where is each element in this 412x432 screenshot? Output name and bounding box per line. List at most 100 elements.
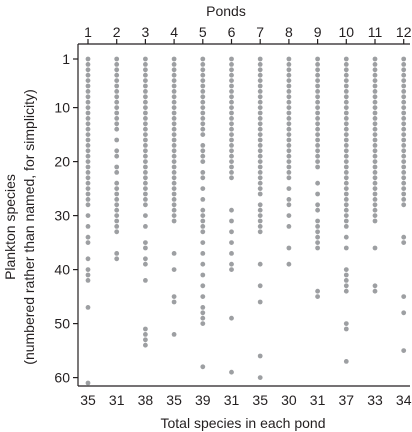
dot-pond-11-species-7	[372, 89, 378, 94]
pond-total-4: 35	[166, 392, 182, 408]
dot-pond-8-species-32	[286, 224, 292, 229]
dot-pond-7-species-39	[257, 261, 263, 267]
y-tick-label-40: 40	[54, 262, 70, 278]
dot-pond-4-species-16	[171, 137, 177, 143]
dot-pond-5-species-58	[200, 364, 206, 370]
dot-pond-8-species-17	[286, 143, 292, 148]
dot-pond-7-species-20	[257, 159, 263, 165]
dot-pond-1-species-42	[85, 278, 91, 283]
dot-pond-10-species-3	[343, 67, 349, 73]
dot-pond-3-species-7	[143, 89, 148, 94]
pond-total-7: 35	[252, 392, 268, 408]
dot-pond-8-species-10	[286, 105, 292, 110]
dot-pond-3-species-3	[143, 67, 148, 73]
dot-pond-10-species-19	[343, 153, 349, 159]
dot-pond-12-species-21	[401, 164, 407, 170]
dot-pond-7-species-4	[257, 72, 263, 78]
dot-pond-10-species-27	[343, 197, 349, 202]
dot-pond-1-species-3	[85, 67, 91, 73]
dot-pond-10-species-50	[343, 321, 349, 326]
dot-pond-4-species-12	[171, 116, 177, 121]
pond-label-5: 5	[199, 24, 207, 40]
dot-pond-11-species-12	[372, 116, 378, 121]
dot-pond-3-species-30	[143, 213, 148, 219]
y-axis-label: Plankton species (numbered rather than n…	[2, 89, 37, 364]
dot-pond-3-species-28	[143, 202, 148, 208]
dot-pond-4-species-7	[171, 89, 177, 94]
dot-pond-10-species-14	[343, 126, 349, 132]
dot-pond-5-species-45	[200, 294, 206, 299]
dot-pond-2-species-12	[114, 116, 120, 121]
dot-pond-3-species-10	[143, 105, 148, 110]
dot-pond-8-species-2	[286, 62, 292, 67]
dot-pond-2-species-37	[114, 251, 120, 256]
dot-pond-7-species-17	[257, 143, 263, 148]
pond-label-12: 12	[396, 24, 412, 40]
dot-pond-2-species-27	[114, 197, 120, 202]
dot-pond-10-species-51	[343, 326, 349, 332]
dot-pond-2-species-16	[114, 137, 120, 143]
dot-pond-4-species-29	[171, 207, 177, 213]
dot-pond-1-species-12	[85, 116, 91, 121]
dot-pond-3-species-1	[143, 56, 148, 62]
dot-pond-9-species-26	[315, 191, 320, 197]
dot-pond-7-species-32	[257, 224, 263, 229]
dot-pond-10-species-7	[343, 89, 349, 94]
dot-pond-6-species-21	[229, 164, 234, 170]
dot-pond-11-species-4	[372, 72, 378, 78]
dot-pond-12-species-14	[401, 126, 407, 132]
dot-pond-11-species-36	[372, 245, 378, 251]
dot-pond-2-species-29	[114, 207, 120, 213]
dot-pond-10-species-16	[343, 137, 349, 143]
dot-pond-10-species-5	[343, 78, 349, 83]
dot-pond-6-species-11	[229, 110, 234, 116]
dot-pond-8-species-30	[286, 213, 292, 219]
dot-pond-2-species-14	[114, 126, 120, 132]
dot-pond-12-species-8	[401, 94, 407, 100]
dot-pond-8-species-36	[286, 245, 292, 251]
dot-pond-4-species-4	[171, 72, 177, 78]
dot-pond-1-species-27	[85, 197, 91, 202]
dot-pond-5-species-10	[200, 105, 206, 110]
dot-pond-4-species-20	[171, 159, 177, 165]
dot-pond-11-species-21	[372, 164, 378, 170]
dot-pond-6-species-3	[229, 67, 234, 73]
dot-pond-12-species-20	[401, 159, 407, 165]
dot-pond-12-species-6	[401, 83, 407, 89]
dot-pond-11-species-28	[372, 202, 378, 208]
dot-pond-5-species-48	[200, 310, 206, 316]
dot-pond-5-species-33	[200, 229, 206, 235]
dot-pond-8-species-39	[286, 261, 292, 267]
dot-pond-3-species-23	[143, 175, 148, 181]
dot-pond-9-species-29	[315, 207, 320, 213]
dot-pond-5-species-29	[200, 207, 206, 213]
dot-pond-2-species-10	[114, 105, 120, 110]
dot-pond-1-species-1	[85, 56, 91, 62]
dot-pond-2-species-33	[114, 229, 120, 235]
dot-pond-11-species-20	[372, 159, 378, 165]
dot-pond-4-species-26	[171, 191, 177, 197]
dot-pond-5-species-11	[200, 110, 206, 116]
dot-pond-12-species-5	[401, 78, 407, 83]
dot-pond-10-species-40	[343, 267, 349, 272]
dot-pond-10-species-29	[343, 207, 349, 213]
dot-pond-7-species-21	[257, 164, 263, 170]
dot-pond-8-species-7	[286, 89, 292, 94]
dot-pond-3-species-53	[143, 337, 148, 343]
pond-total-11: 33	[367, 392, 383, 408]
chart-title: Ponds	[206, 3, 246, 19]
dot-pond-8-species-21	[286, 164, 292, 170]
y-tick-label-1: 1	[62, 51, 70, 67]
dot-pond-7-species-28	[257, 202, 263, 208]
dot-pond-5-species-18	[200, 148, 206, 154]
dot-pond-6-species-31	[229, 218, 234, 224]
dot-pond-11-species-25	[372, 186, 378, 192]
dot-pond-12-species-7	[401, 89, 407, 94]
dot-pond-9-species-35	[315, 240, 320, 246]
dot-pond-5-species-14	[200, 126, 206, 132]
dot-pond-3-species-38	[143, 256, 148, 262]
dot-pond-11-species-14	[372, 126, 378, 132]
dot-pond-1-species-23	[85, 175, 91, 181]
dot-pond-10-species-28	[343, 202, 349, 208]
dot-pond-1-species-35	[85, 240, 91, 246]
